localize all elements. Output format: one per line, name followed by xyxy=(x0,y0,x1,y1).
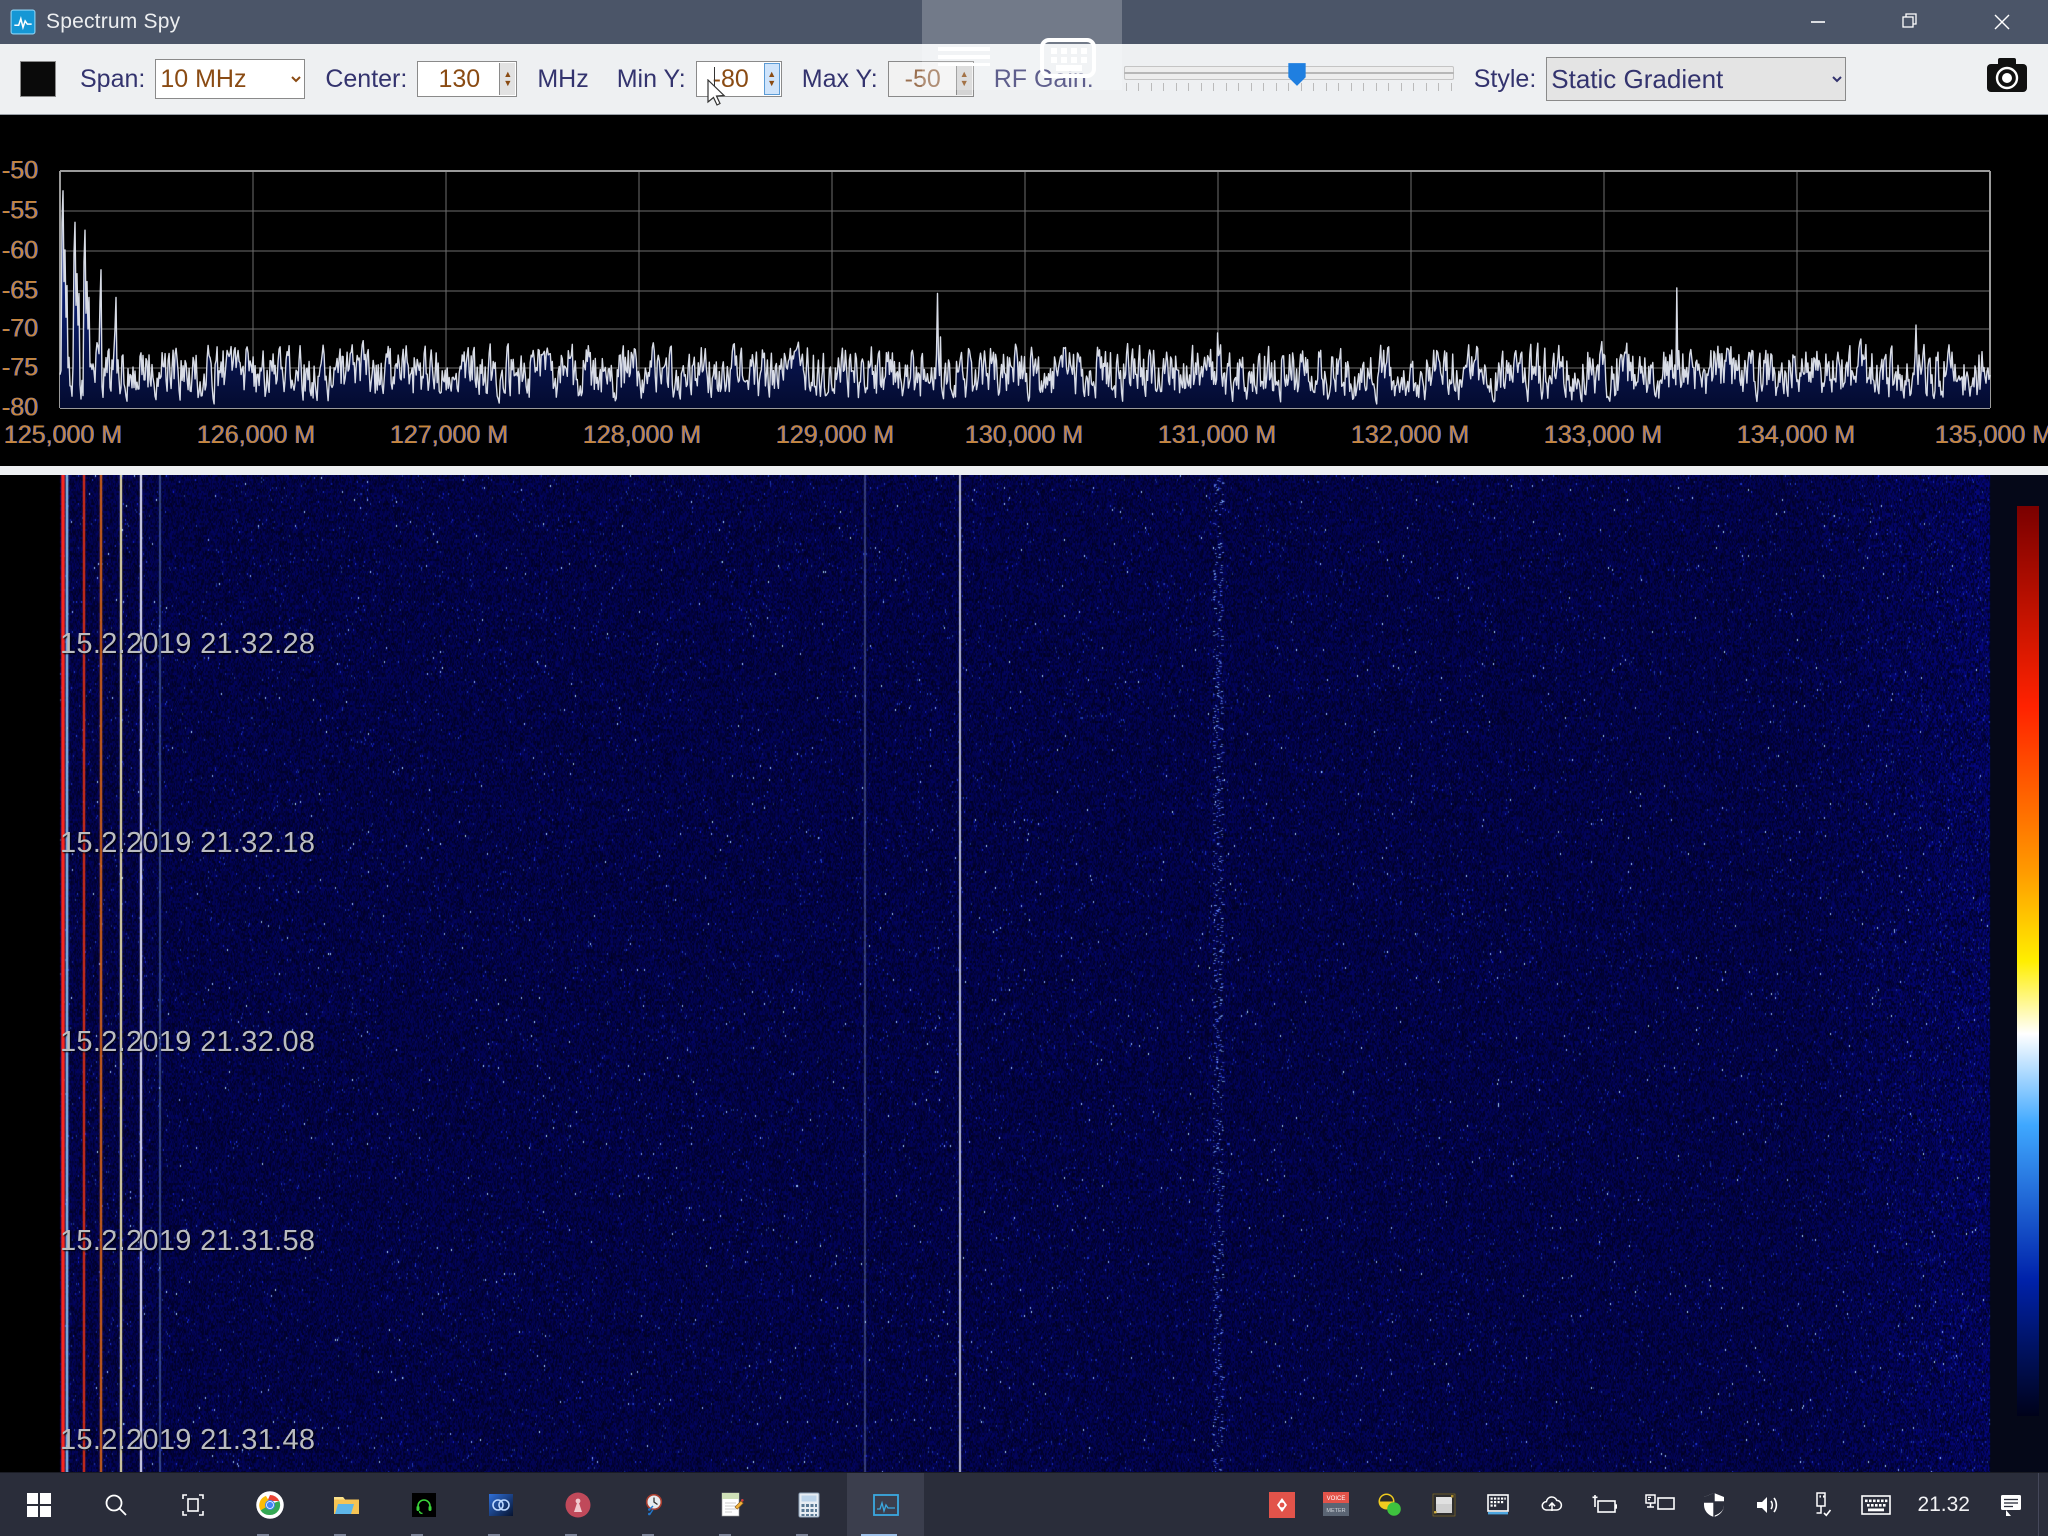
svg-text:METER: METER xyxy=(1327,1508,1346,1514)
svg-text:VOICE: VOICE xyxy=(1327,1496,1346,1502)
